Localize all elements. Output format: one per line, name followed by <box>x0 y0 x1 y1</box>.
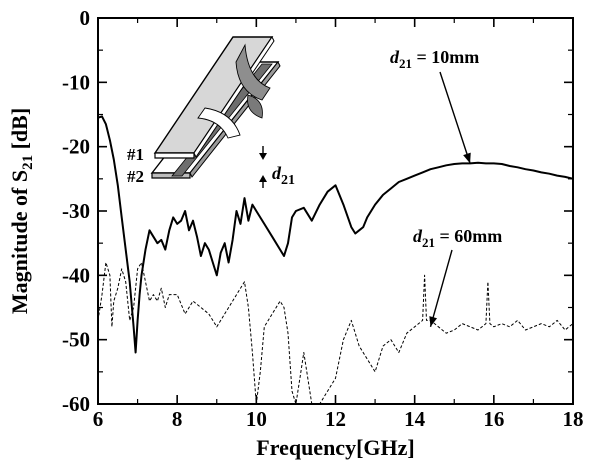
y-tick-label: 0 <box>80 6 91 30</box>
x-tick-label: 14 <box>404 407 426 431</box>
y-tick-label: -10 <box>62 70 90 94</box>
annotation-60mm-sub: 21 <box>422 235 435 250</box>
y-axis-title-main: Magnitude of S <box>7 170 32 314</box>
x-tick-label: 16 <box>483 407 504 431</box>
inset-dimension-label: d21 <box>272 163 295 188</box>
x-tick-label: 6 <box>93 407 104 431</box>
series-line-dashed <box>98 262 573 404</box>
y-tick-label: -60 <box>62 392 90 416</box>
annotation-10mm-label: d21 = 10mm <box>390 47 479 71</box>
x-tick-label: 12 <box>325 407 346 431</box>
annotation-10mm-arrowhead <box>463 152 471 164</box>
inset-dim-arrowhead-top <box>259 153 267 160</box>
y-axis-title-unit: [dB] <box>7 108 32 155</box>
inset-label-board-1: #1 <box>127 145 144 164</box>
series-line-solid <box>98 115 573 354</box>
annotation-60mm-arrow <box>429 249 453 327</box>
inset-slot-2 <box>247 94 263 119</box>
annotation-60mm-arrowhead <box>429 316 438 327</box>
y-axis: 0 -10 -20 -30 -40 -50 -60 <box>62 6 573 416</box>
annotation-10mm-text: = 10mm <box>412 47 479 67</box>
x-axis-title: Frequency[GHz] <box>256 435 414 460</box>
annotation-10mm-var: d <box>390 47 400 67</box>
inset-schematic: #1 #2 d21 <box>127 36 295 188</box>
y-axis-title: Magnitude of S21 [dB] <box>7 108 36 314</box>
y-tick-label: -20 <box>62 135 90 159</box>
inset-slot-1b <box>197 107 241 139</box>
y-tick-label: -40 <box>62 263 90 287</box>
y-tick-label: -30 <box>62 199 90 223</box>
y-axis-title-sub: 21 <box>20 155 36 170</box>
inset-slot-1 <box>235 43 271 101</box>
inset-dim-arrowhead-bottom <box>259 175 267 182</box>
annotation-10mm-sub: 21 <box>399 56 412 71</box>
inset-dimension-var: d <box>272 163 282 183</box>
plot-frame <box>97 17 574 405</box>
annotation-60mm-var: d <box>413 226 423 246</box>
annotation-60mm-label: d21 = 60mm <box>413 226 502 250</box>
inset-dimension-sub: 21 <box>281 173 295 188</box>
annotation-10mm-arrow <box>439 71 471 164</box>
y-tick-label: -50 <box>62 328 90 352</box>
x-axis: 6 8 10 12 14 16 18 <box>93 18 584 431</box>
annotation-10mm: d21 = 10mm <box>390 47 479 164</box>
annotation-60mm-text: = 60mm <box>435 226 502 246</box>
x-tick-label: 18 <box>563 407 584 431</box>
inset-board-1-side <box>154 152 195 159</box>
series-layer <box>98 115 573 404</box>
inset-label-board-2: #2 <box>127 167 144 186</box>
x-tick-label: 8 <box>172 407 183 431</box>
x-tick-label: 10 <box>246 407 267 431</box>
annotation-60mm: d21 = 60mm <box>413 226 502 327</box>
